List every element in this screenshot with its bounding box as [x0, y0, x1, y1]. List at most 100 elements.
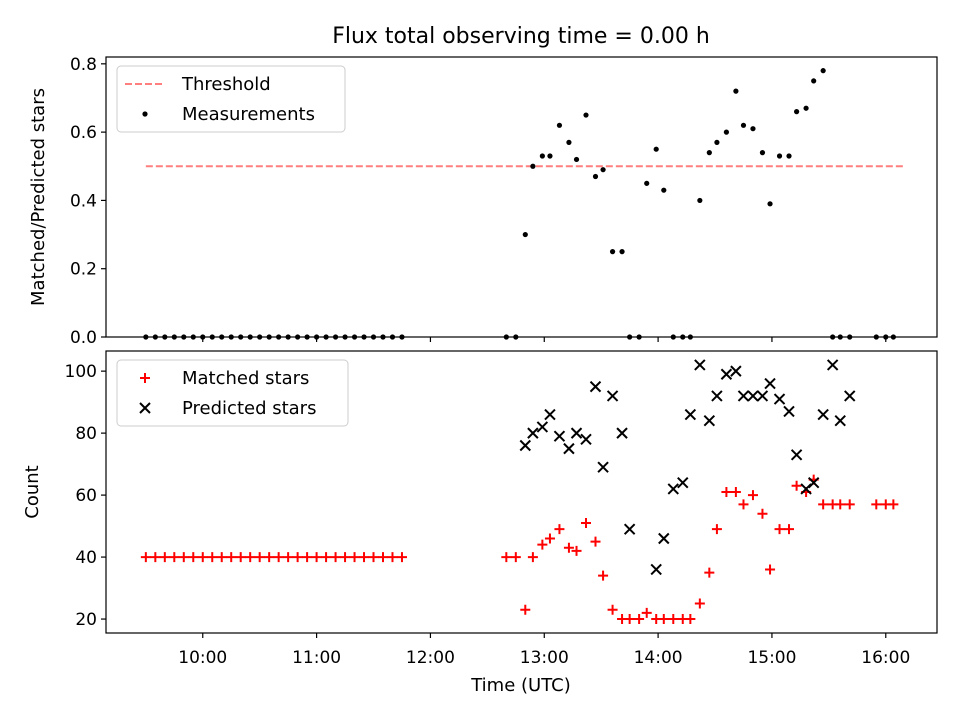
- predicted-stars-point: [790, 449, 803, 461]
- matched-stars-point: [711, 524, 722, 535]
- predicted-stars-point: [563, 442, 575, 455]
- measurements-point: [547, 153, 553, 159]
- predicted-stars-point: [703, 415, 716, 427]
- predicted-stars-point: [737, 390, 750, 402]
- axes-frame: [105, 56, 938, 338]
- measurements-point: [803, 105, 809, 111]
- matched-stars-point: [321, 552, 332, 563]
- matched-stars-point: [835, 499, 846, 510]
- measurements-point: [820, 68, 826, 74]
- matched-stars-point: [704, 567, 715, 578]
- predicted-stars-point: [834, 415, 846, 427]
- measurements-point: [794, 109, 800, 115]
- matched-stars-point: [641, 607, 652, 618]
- axes-frame: [105, 350, 938, 634]
- matched-stars-point: [730, 487, 741, 497]
- measurements-point: [644, 180, 650, 186]
- predicted-stars-point: [783, 405, 795, 418]
- measurements-point: [556, 122, 563, 128]
- chart-title: Flux total observing time = 0.00 h: [332, 24, 710, 49]
- y-tick-label: 0.8: [70, 55, 97, 75]
- legend-marker: [142, 111, 148, 117]
- matched-stars-point: [581, 517, 592, 528]
- predicted-stars-point: [519, 439, 532, 452]
- predicted-stars-point: [580, 433, 592, 446]
- matched-stars-point: [694, 598, 705, 609]
- measurements-point: [592, 173, 599, 180]
- bottom-panel: 20 40 60 80 100 10:00 11:00 12:00 13:00 14:00 15:0…: [22, 350, 938, 668]
- matched-stars-point: [207, 552, 218, 563]
- matched-stars-point: [607, 604, 618, 615]
- matched-stars-point: [169, 552, 180, 563]
- matched-stars-point: [658, 614, 669, 625]
- predicted-stars-point: [536, 421, 549, 433]
- matched-stars-point: [563, 542, 574, 553]
- matched-stars-point: [791, 480, 802, 491]
- matched-stars-point: [765, 564, 776, 575]
- matched-stars-point: [273, 552, 284, 563]
- matched-stars-point: [245, 552, 256, 563]
- matched-stars-point: [368, 552, 379, 563]
- matched-stars-point: [216, 552, 227, 563]
- matched-stars-point: [544, 533, 555, 544]
- matched-stars-point: [598, 570, 609, 581]
- measurements-point: [786, 153, 792, 159]
- y-tick-label: 80: [75, 424, 97, 444]
- matched-stars-point: [721, 487, 732, 497]
- y-tick-label: 20: [75, 610, 97, 630]
- measurements-point: [776, 153, 783, 159]
- matched-stars-point: [150, 552, 161, 563]
- x-tick-label: 11:00: [292, 648, 341, 668]
- matched-stars-point: [396, 552, 407, 563]
- predicted-stars-point: [684, 408, 697, 421]
- legend: Threshold Measurements: [116, 65, 346, 133]
- y-tick-label: 0.0: [70, 328, 97, 348]
- matched-stars-point: [888, 499, 899, 510]
- y-axis-label: Count: [22, 465, 43, 518]
- predicted-stars-point: [570, 427, 583, 439]
- predicted-stars-point: [677, 476, 689, 489]
- matched-stars-point: [747, 490, 758, 501]
- matched-stars-point: [520, 604, 531, 615]
- legend-box: [116, 359, 349, 427]
- predicted-stars-point: [667, 483, 679, 495]
- matched-stars-point: [311, 552, 322, 563]
- predicted-stars-point: [527, 427, 539, 439]
- legend-label: Measurements: [182, 104, 315, 125]
- matched-stars-point: [844, 499, 855, 510]
- predicted-stars-point: [589, 380, 602, 393]
- matched-stars-point: [590, 536, 601, 547]
- y-tick-label: 100: [65, 362, 97, 382]
- measurements-point: [522, 231, 528, 238]
- measurements-point: [619, 249, 625, 255]
- measurements-point: [714, 139, 720, 145]
- predicted-stars-point: [623, 523, 636, 535]
- measurements-point: [566, 139, 572, 145]
- matched-stars-point: [254, 552, 265, 563]
- legend-label: Threshold: [181, 74, 271, 95]
- matched-stars-point: [178, 552, 189, 563]
- measurements-point: [697, 197, 703, 204]
- predicted-stars-point: [711, 390, 723, 402]
- x-tick-label: 10:00: [178, 648, 227, 668]
- predicted-stars-point: [817, 408, 829, 421]
- matched-stars-point: [302, 552, 313, 563]
- matched-stars-point: [378, 552, 388, 563]
- predicted-stars-point: [544, 408, 556, 421]
- x-axis-label: Time (UTC): [470, 675, 571, 696]
- measurements-point: [759, 150, 766, 156]
- legend-label: Predicted stars: [182, 398, 316, 419]
- predicted-stars-point: [658, 532, 670, 545]
- top-panel: 0.0 0.2 0.4 0.6 0.8 Matched/Predicted stars Th…: [28, 55, 938, 348]
- legend-marker: [140, 373, 150, 383]
- matched-stars-point: [871, 499, 882, 510]
- predicted-stars-point: [807, 476, 820, 489]
- measurements-point: [609, 249, 616, 255]
- predicted-stars-point: [773, 393, 786, 405]
- matched-stars-point: [349, 552, 360, 563]
- y-axis-label: Matched/Predicted stars: [28, 88, 49, 306]
- matched-stars-point: [226, 552, 237, 563]
- matched-stars-point: [634, 614, 645, 625]
- matched-stars-point: [537, 539, 548, 550]
